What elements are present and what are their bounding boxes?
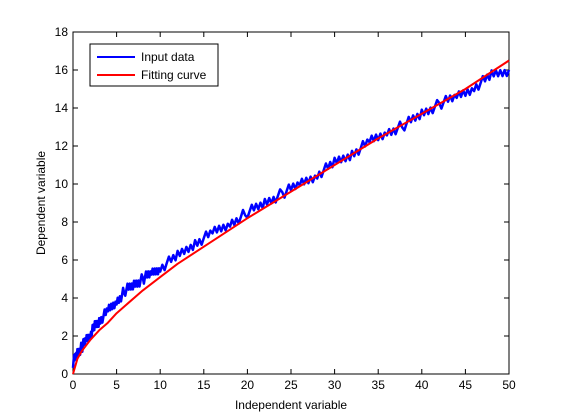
- series-layer: [71, 59, 511, 375]
- legend-box: [89, 43, 219, 87]
- series-fitting-curve: [72, 59, 510, 375]
- legend-label-fitting-curve: Fitting curve: [141, 68, 207, 82]
- x-tick-label: 40: [415, 378, 429, 392]
- y-tick-label: 8: [61, 215, 68, 229]
- x-tick-label: 45: [459, 378, 473, 392]
- x-tick-label: 10: [154, 378, 168, 392]
- y-tick-label: 14: [55, 101, 69, 115]
- y-tick-label: 2: [61, 329, 68, 343]
- y-tick-label: 6: [61, 253, 68, 267]
- legend-label-input-data: Input data: [141, 50, 195, 64]
- y-tick-label: 4: [61, 291, 68, 305]
- x-tick-label: 0: [70, 378, 77, 392]
- y-tick-label: 16: [55, 63, 69, 77]
- x-tick-label: 20: [241, 378, 255, 392]
- y-tick-label: 0: [61, 367, 68, 381]
- y-tick-label: 18: [55, 25, 69, 39]
- y-tick-label: 12: [55, 139, 69, 153]
- y-axis-label: Dependent variable: [34, 151, 48, 255]
- x-tick-label: 5: [113, 378, 120, 392]
- x-axis-label: Independent variable: [235, 398, 347, 412]
- tick-labels: 0 5 10 15 20 25 30 35 40 45 50 0 2 4 6 8 10 12 14 16 18: [55, 25, 516, 392]
- axis-ticks: [72, 31, 510, 375]
- x-tick-label: 50: [502, 378, 516, 392]
- x-tick-label: 30: [328, 378, 342, 392]
- x-tick-label: 15: [197, 378, 211, 392]
- series-input-data: [71, 68, 511, 368]
- x-tick-label: 35: [372, 378, 386, 392]
- x-tick-label: 25: [284, 378, 298, 392]
- y-tick-label: 10: [55, 177, 69, 191]
- legend: Input data Fitting curve: [89, 43, 219, 87]
- plot-area: [72, 31, 510, 375]
